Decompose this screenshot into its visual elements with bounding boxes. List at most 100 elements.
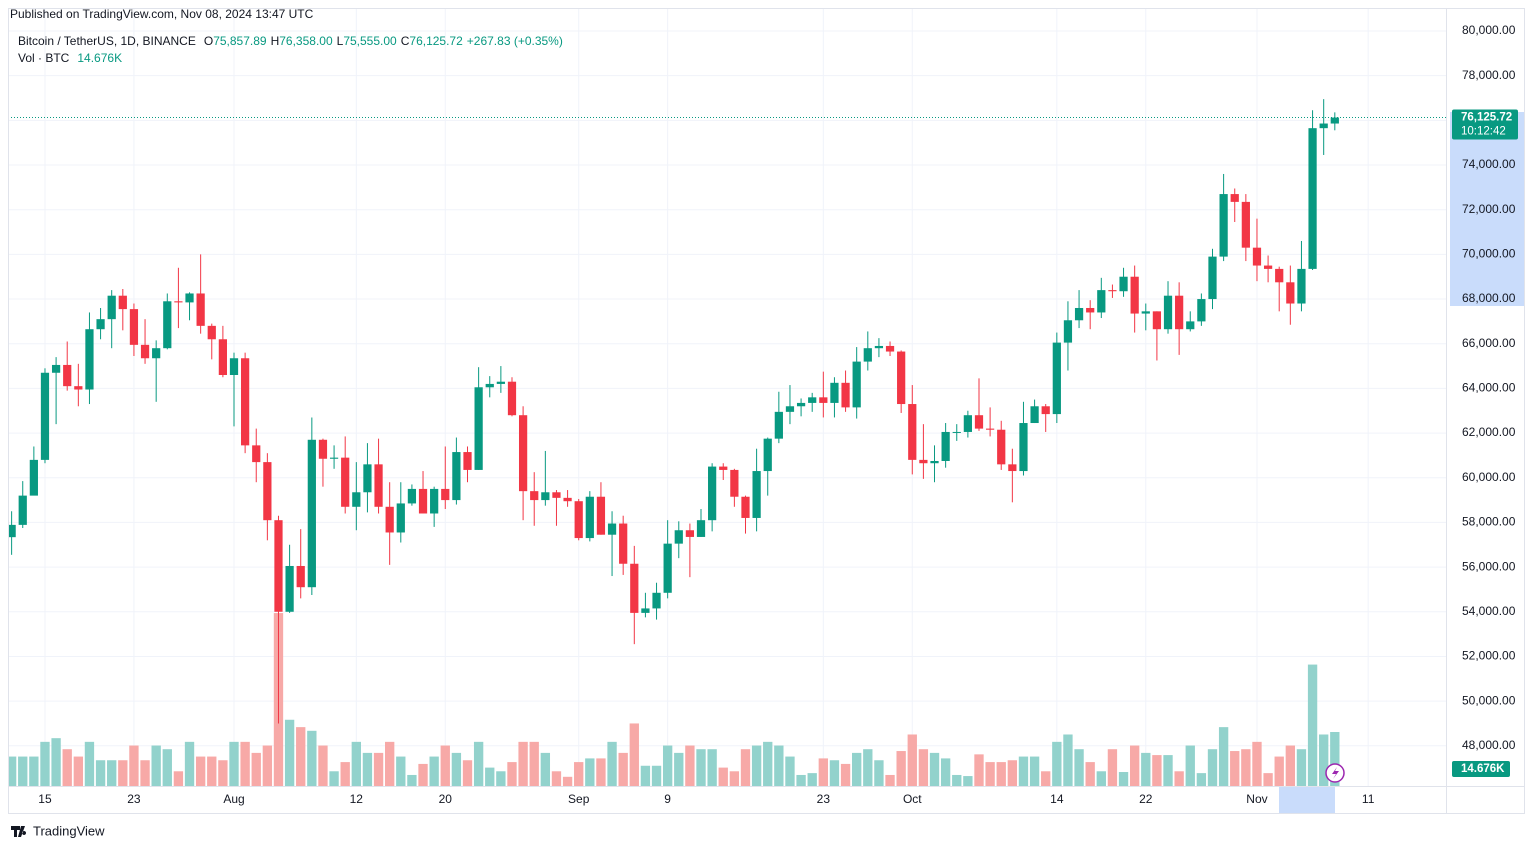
volume-bar [1152,755,1162,786]
candle-body [229,358,239,375]
volume-bar [1263,773,1273,786]
countdown: 10:12:42 [1461,126,1506,138]
candle-body [1308,128,1317,269]
volume-bar [918,749,929,786]
volume-bar [1007,760,1018,786]
volume-bar [518,741,528,786]
volume-bar [740,749,751,786]
candle-body [663,543,672,593]
candle-body [341,457,350,507]
volume-bar [629,723,639,786]
volume-bar [73,756,84,786]
volume-bar [974,754,984,786]
volume-bar [1052,741,1062,786]
candle-body [1041,406,1050,415]
candle-body [329,457,339,459]
volume-bar [1252,741,1262,786]
candle-body [307,439,316,588]
volume-bar [774,745,784,786]
candle-body [163,301,172,349]
volume-bar [451,752,462,786]
candle-body [1086,307,1095,313]
volume-bar [1129,745,1140,786]
candle-body [1186,321,1195,330]
candle-body [1197,299,1206,322]
volume-bar [562,776,573,786]
volume-bar [529,741,539,786]
candle-body [1286,282,1295,304]
candle-body [1030,406,1039,424]
volume-bar [151,745,161,786]
volume-bar [1018,756,1029,786]
brand-logo [11,826,27,837]
candle-body [40,372,50,460]
volume-bar [18,756,28,786]
volume-bar [307,730,317,786]
candle-body [596,496,606,535]
candle-body [196,293,205,326]
volume-bar [985,762,995,786]
candle-body [774,411,783,439]
x-tick-label: Sep [568,792,590,806]
candle-body [352,492,361,507]
volume-bar [40,741,50,786]
volume-bar [207,756,217,786]
volume-bar [162,749,172,786]
last-price-label: 76,125.72 [1461,112,1512,124]
volume-bar [1029,756,1040,786]
volume-bar [284,719,295,786]
volume-bar [496,771,506,786]
volume-bar [1230,751,1240,786]
volume-bar [1096,771,1106,786]
frame [8,8,1525,814]
volume-bar [818,758,828,786]
legend-key: O [204,34,213,48]
volume-bar [1296,749,1307,786]
volume-bar [585,758,595,786]
event-icon-bolt [1332,767,1339,779]
axis-highlight [1450,112,1524,306]
volume-bar [129,745,139,786]
candle-body [941,431,950,461]
volume-bar [51,738,61,786]
volume-bar [95,760,106,786]
volume-bar [473,741,484,786]
candle-body [507,381,517,416]
candle-body [296,565,305,588]
candle-body [74,386,83,390]
volume-bar [429,756,439,786]
candle-body [752,471,761,518]
volume-bar [351,741,361,786]
x-tick-label: 9 [664,792,671,806]
candle-body [418,488,428,514]
volume-bar [1118,772,1129,786]
candle-body [741,496,750,518]
candle-body [852,361,861,408]
brand: TradingView [33,823,105,838]
candle-body [1330,117,1339,124]
volume-bar [729,771,740,786]
candle-body [841,382,850,408]
volume-bar [618,752,628,786]
legend-value: 75,555.00 [343,34,397,48]
volume-bar [551,771,562,786]
candle-body [407,488,417,504]
grid [8,8,1446,786]
volume-bar [863,749,873,786]
y-tick-label: 72,000.00 [1462,202,1516,216]
candle-body [1141,311,1150,314]
candle-body [118,295,127,310]
candle-body [685,530,695,537]
candle-body [863,348,872,362]
candle-body [1097,290,1106,313]
volume-bar [996,762,1006,786]
volume-bar [807,773,817,786]
candle-body [129,309,139,345]
x-tick-label: Aug [223,792,244,806]
axes: 48,000.00 50,000.00 52,000.00 54,000.00 56,0… [8,23,1518,806]
volume-bar [1241,749,1251,786]
volume-bar [407,774,417,786]
candle-body [1230,194,1239,202]
y-tick-label: 64,000.00 [1462,381,1516,395]
